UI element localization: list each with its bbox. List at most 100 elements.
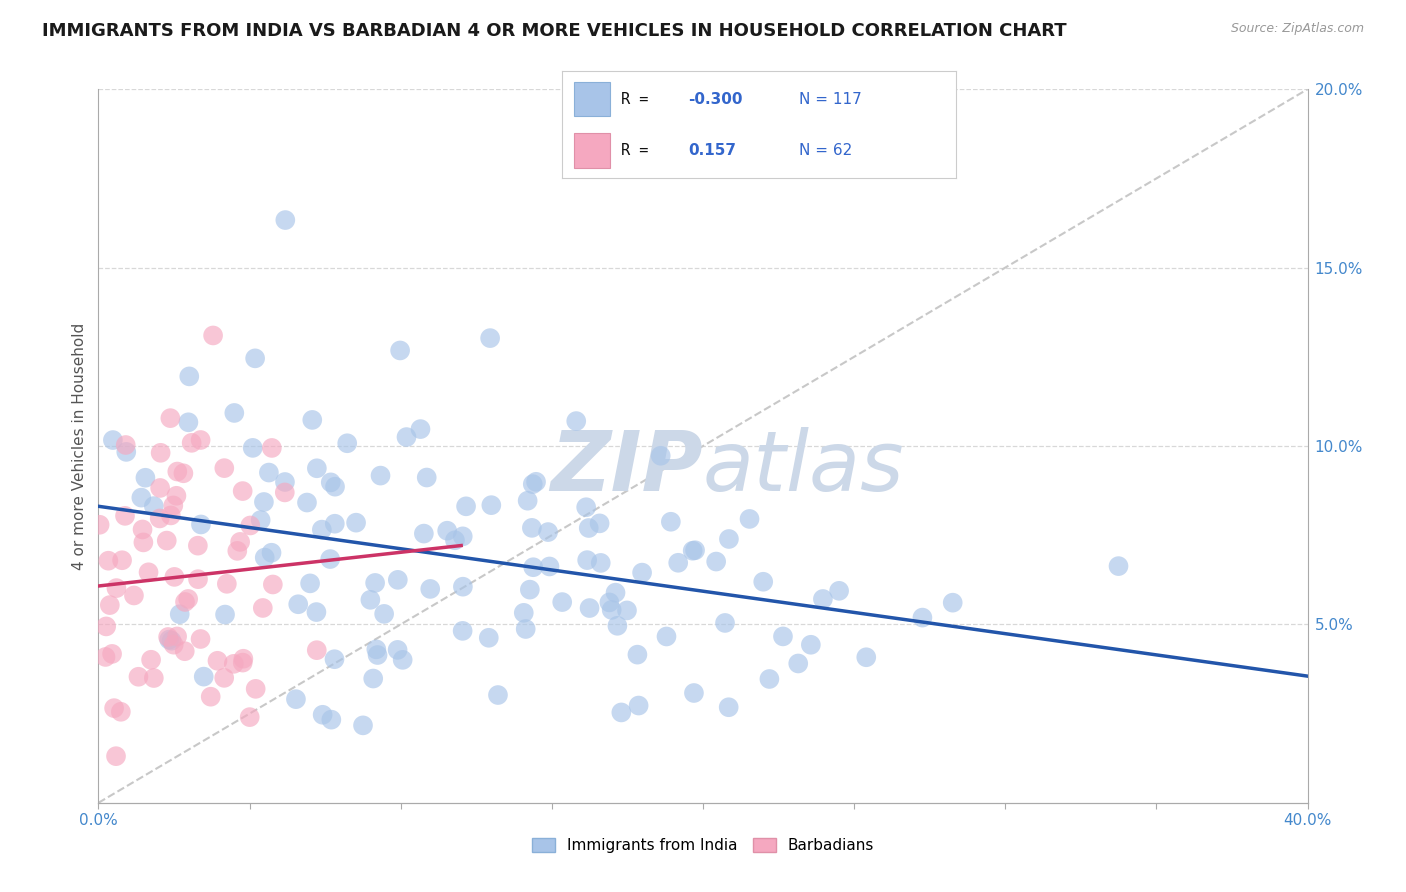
Point <box>828 583 851 598</box>
Point <box>578 601 600 615</box>
Point <box>1108 559 1130 574</box>
Point <box>131 491 153 505</box>
Legend: Immigrants from India, Barbadians: Immigrants from India, Barbadians <box>526 832 880 859</box>
Point <box>224 406 246 420</box>
Point <box>134 471 156 485</box>
Point <box>323 480 346 494</box>
Point <box>226 544 249 558</box>
Point <box>260 441 283 455</box>
Point <box>538 559 561 574</box>
Point <box>683 686 706 700</box>
Point <box>257 466 280 480</box>
Point <box>682 543 704 558</box>
Point <box>361 672 384 686</box>
Point <box>395 430 418 444</box>
Point <box>98 598 121 612</box>
Point <box>122 589 145 603</box>
Point <box>301 413 323 427</box>
Point <box>101 647 124 661</box>
Point <box>578 521 600 535</box>
Point <box>752 574 775 589</box>
Point <box>738 512 761 526</box>
Point <box>177 591 200 606</box>
Point <box>444 533 467 548</box>
Point <box>249 513 271 527</box>
Point <box>142 671 165 685</box>
Point <box>650 449 672 463</box>
Point <box>274 485 297 500</box>
Point <box>373 607 395 621</box>
Text: N = 117: N = 117 <box>799 92 862 107</box>
Point <box>588 516 610 531</box>
Point <box>159 411 181 425</box>
Point <box>193 670 215 684</box>
Point <box>207 654 229 668</box>
Point <box>524 475 547 489</box>
Point <box>252 601 274 615</box>
Point <box>274 475 297 489</box>
Point <box>717 532 740 546</box>
Point <box>156 533 179 548</box>
Point <box>243 351 266 366</box>
Point <box>160 508 183 523</box>
Point <box>139 653 162 667</box>
Point <box>165 489 187 503</box>
Point <box>162 499 184 513</box>
Point <box>800 638 823 652</box>
Point <box>214 607 236 622</box>
Point <box>299 576 322 591</box>
Point <box>598 595 620 609</box>
Point <box>683 543 706 558</box>
Point <box>600 603 623 617</box>
FancyBboxPatch shape <box>574 134 610 168</box>
Point <box>387 643 409 657</box>
Point <box>576 553 599 567</box>
Point <box>284 692 307 706</box>
Point <box>214 461 236 475</box>
Point <box>605 585 627 599</box>
Point <box>589 556 612 570</box>
Point <box>101 433 124 447</box>
Y-axis label: 4 or more Vehicles in Household: 4 or more Vehicles in Household <box>72 322 87 570</box>
Point <box>412 526 434 541</box>
Point <box>295 495 318 509</box>
Point <box>516 493 538 508</box>
Point <box>187 572 209 586</box>
Point <box>131 523 153 537</box>
Point <box>190 632 212 646</box>
Point <box>142 499 165 513</box>
Point <box>132 535 155 549</box>
Point <box>149 446 172 460</box>
Point <box>166 629 188 643</box>
Point <box>321 713 343 727</box>
Point <box>436 524 458 538</box>
Point <box>89 517 111 532</box>
Point <box>409 422 432 436</box>
Point <box>344 516 367 530</box>
Point <box>305 643 328 657</box>
Point <box>232 656 254 670</box>
Point <box>655 630 678 644</box>
Point <box>627 698 650 713</box>
Point <box>454 500 477 514</box>
Point <box>911 610 934 624</box>
Point <box>169 607 191 622</box>
Point <box>127 670 149 684</box>
Point <box>245 681 267 696</box>
Point <box>319 475 342 490</box>
FancyBboxPatch shape <box>574 82 610 116</box>
Text: ZIP: ZIP <box>550 427 703 508</box>
Point <box>364 575 387 590</box>
Point <box>232 484 254 499</box>
Point <box>105 581 128 595</box>
Point <box>537 524 560 539</box>
Point <box>811 592 834 607</box>
Point <box>239 518 262 533</box>
Point <box>190 433 212 447</box>
Point <box>187 539 209 553</box>
Point <box>478 631 501 645</box>
Point <box>352 718 374 732</box>
Point <box>190 517 212 532</box>
Point <box>323 516 346 531</box>
Point <box>179 369 201 384</box>
